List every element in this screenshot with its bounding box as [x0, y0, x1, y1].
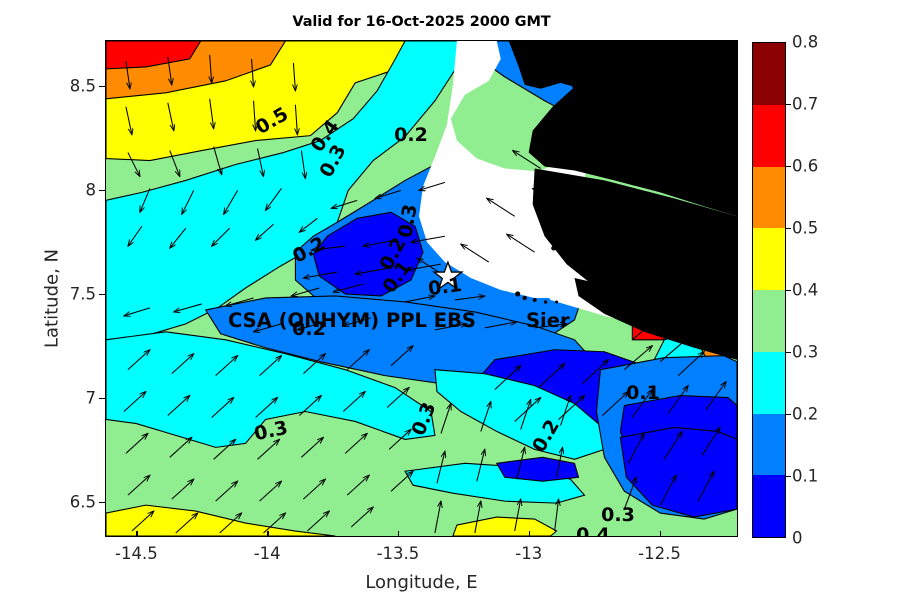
- colorbar-band: [753, 228, 785, 290]
- colorbar-tick-label: 0.2: [792, 404, 819, 424]
- colorbar-tick-label: 0: [792, 528, 803, 548]
- colorbar-band: [753, 43, 785, 105]
- y-tick-mark: [99, 293, 105, 296]
- x-tick-label: -14: [253, 544, 281, 563]
- y-tick-label: 8: [85, 180, 97, 200]
- x-tick-mark: [136, 531, 138, 537]
- y-axis-label: Latitude, N: [41, 249, 63, 348]
- colorbar-tick-label: 0.1: [792, 466, 819, 486]
- y-tick-mark: [99, 501, 105, 504]
- colorbar-tick-label: 0.3: [792, 342, 819, 362]
- colorbar-tick-mark: [786, 228, 791, 230]
- colorbar-tick-label: 0.8: [792, 32, 819, 52]
- y-tick-label: 7.5: [69, 284, 96, 304]
- x-tick-label: -12.5: [638, 544, 681, 563]
- x-tick-mark: [528, 531, 531, 537]
- colorbar-band: [753, 166, 785, 229]
- x-tick-mark: [397, 531, 400, 537]
- y-tick-mark: [99, 397, 105, 400]
- y-tick-label: 8.5: [69, 76, 96, 96]
- colorbar-tick-mark: [786, 104, 791, 106]
- colorbar-tick-mark: [786, 414, 791, 416]
- x-tick-mark: [659, 531, 661, 537]
- colorbar-tick-mark: [786, 290, 791, 292]
- country-label: Sier: [526, 309, 570, 332]
- x-tick-mark: [267, 531, 269, 537]
- x-axis-label: Longitude, E: [365, 572, 478, 593]
- site-label: CSA (ONHYM) PPL EBS: [228, 309, 476, 332]
- current-speed-contour-map: [106, 41, 737, 536]
- colorbar-band: [753, 413, 785, 476]
- colorbar-tick-mark: [786, 352, 791, 354]
- map-axes[interactable]: 0.5 0.4 0.3 0.2 0.3 0.2 0.2 0.1 0.1 0.2 0.1 0.3 0.3 0…: [105, 40, 738, 537]
- y-tick-mark: [99, 189, 105, 192]
- x-tick-label: -13.5: [376, 544, 420, 563]
- colorbar-tick-label: 0.5: [792, 218, 819, 238]
- x-tick-label: -14.5: [115, 544, 158, 563]
- colorbar[interactable]: [752, 42, 786, 538]
- colorbar-tick-label: 0.7: [792, 94, 819, 114]
- colorbar-band: [753, 290, 785, 352]
- site-star-marker: [432, 260, 464, 291]
- x-tick-label: -13: [515, 544, 543, 563]
- y-tick-label: 7: [85, 388, 97, 408]
- colorbar-tick-mark: [786, 476, 791, 478]
- colorbar-tick-label: 0.6: [792, 156, 819, 176]
- figure-title: Valid for 16-Oct-2025 2000 GMT: [292, 14, 551, 30]
- y-tick-mark: [99, 85, 105, 88]
- current-vector-arrows: [124, 54, 726, 534]
- colorbar-band: [753, 475, 785, 537]
- y-tick-label: 6.5: [69, 492, 96, 512]
- colorbar-tick-label: 0.4: [792, 280, 819, 300]
- colorbar-band: [753, 351, 785, 414]
- colorbar-tick-mark: [786, 166, 791, 168]
- colorbar-band: [753, 104, 785, 167]
